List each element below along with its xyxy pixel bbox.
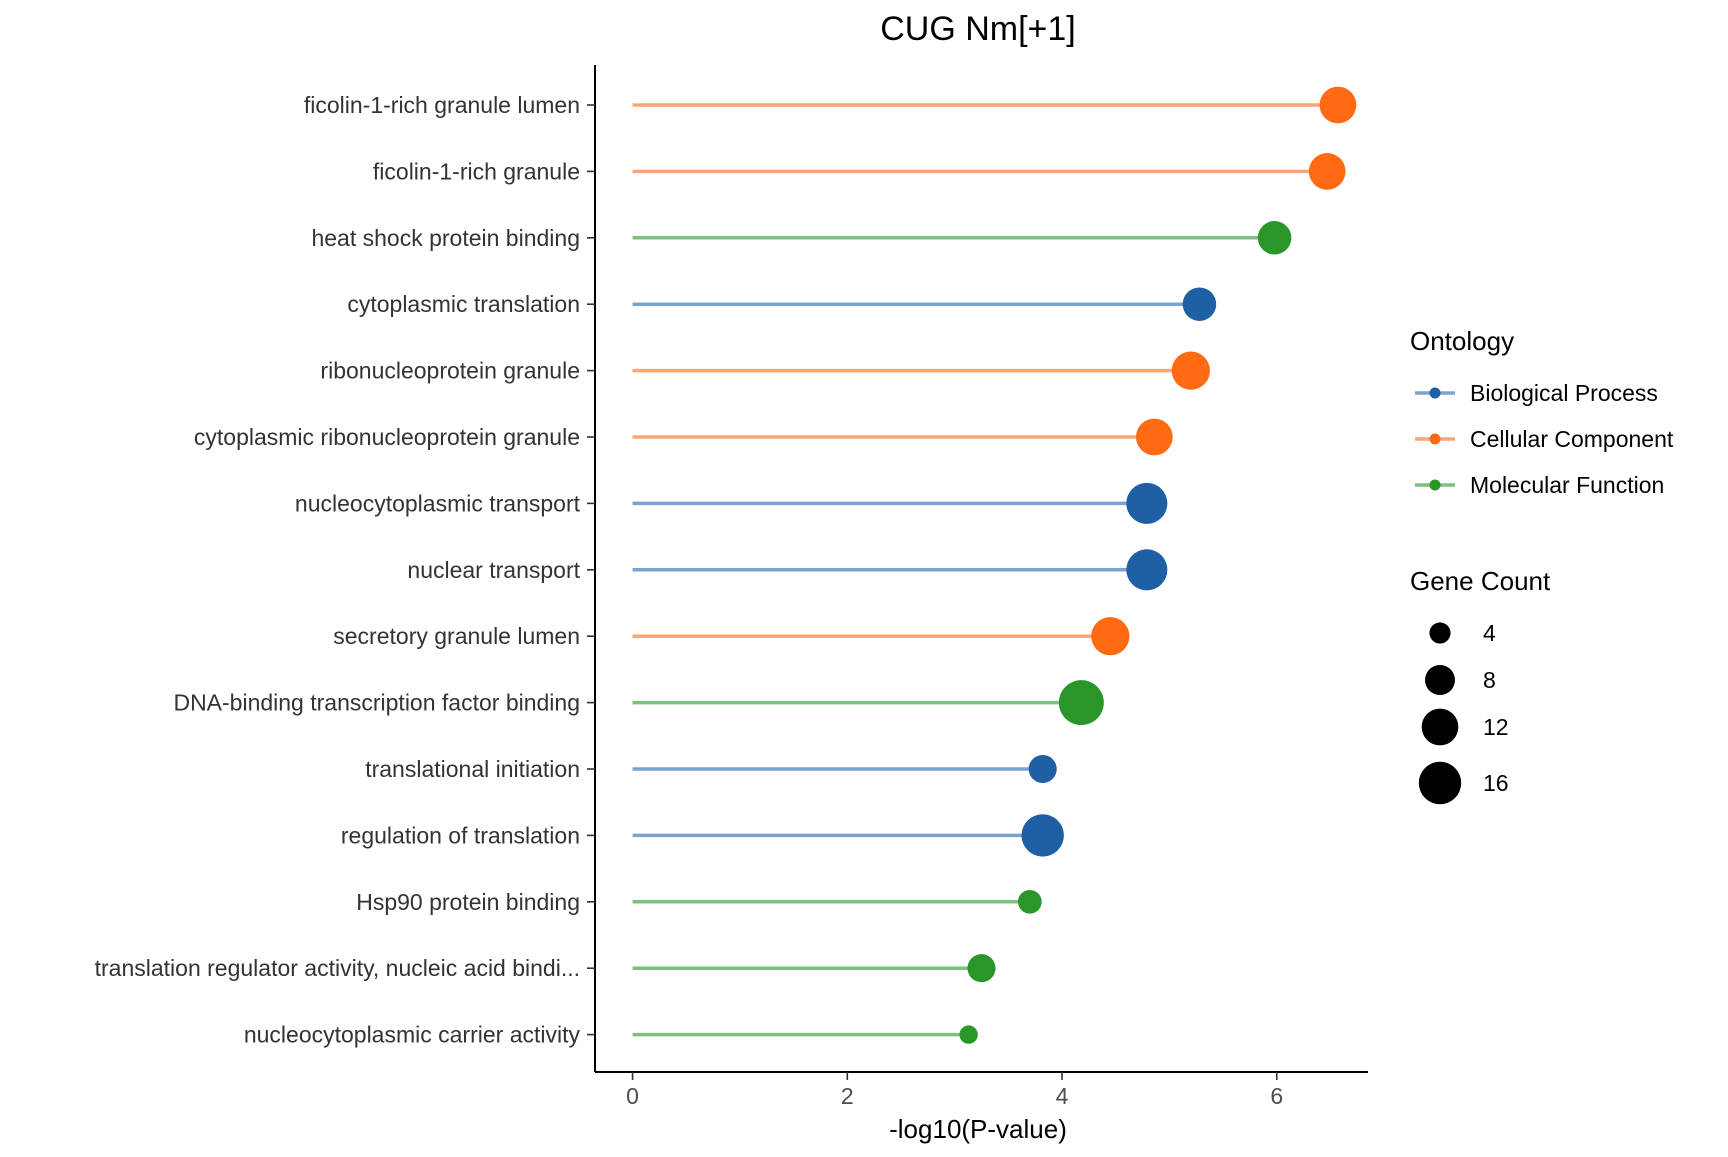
y-category-label: ficolin-1-rich granule xyxy=(373,158,580,184)
lollipop-point xyxy=(1257,221,1292,255)
lollipop-point xyxy=(1308,153,1346,190)
legend: Ontology Biological Process Cellular Compo… xyxy=(1410,326,1674,805)
lollipop-point xyxy=(1182,287,1217,321)
lollipop-point xyxy=(1171,351,1210,390)
legend-size-key xyxy=(1421,708,1459,746)
lollipop-point xyxy=(1028,754,1057,784)
lollipop-point xyxy=(1021,814,1064,857)
y-category-label: translational initiation xyxy=(365,756,580,782)
chart-title: CUG Nm[+1] xyxy=(880,10,1076,48)
legend-key-point xyxy=(1429,387,1441,399)
legend-size-key xyxy=(1418,761,1462,805)
lollipop-point xyxy=(967,954,996,983)
y-category-label: translation regulator activity, nucleic … xyxy=(95,955,580,981)
lollipop-point xyxy=(959,1025,978,1044)
legend-title-gene-count: Gene Count xyxy=(1410,566,1551,596)
legend-key-point xyxy=(1429,479,1441,491)
legend-size-key xyxy=(1429,622,1451,644)
y-category-label: Hsp90 protein binding xyxy=(356,889,580,915)
y-category-label: regulation of translation xyxy=(341,822,580,848)
y-category-label: ribonucleoprotein granule xyxy=(320,358,580,384)
legend-label: 4 xyxy=(1483,620,1496,646)
legend-label: Cellular Component xyxy=(1470,426,1674,452)
lollipop-point xyxy=(1017,889,1042,914)
y-category-label: secretory granule lumen xyxy=(333,623,580,649)
lollipop-point xyxy=(1135,418,1173,456)
legend-key-point xyxy=(1429,433,1441,445)
lollipop-point xyxy=(1126,482,1168,524)
y-category-label: nucleocytoplasmic transport xyxy=(295,490,581,516)
lollipop-point xyxy=(1058,680,1104,726)
x-tick-label: 0 xyxy=(626,1083,639,1109)
y-category-label: heat shock protein binding xyxy=(311,225,580,251)
y-category-label: ficolin-1-rich granule lumen xyxy=(304,92,580,118)
y-category-label: DNA-binding transcription factor binding xyxy=(173,690,580,716)
y-category-label: nucleocytoplasmic carrier activity xyxy=(244,1022,581,1048)
lollipop-point xyxy=(1126,549,1168,591)
x-tick-label: 2 xyxy=(841,1083,854,1109)
x-tick-label: 6 xyxy=(1270,1083,1283,1109)
y-category-label: nuclear transport xyxy=(407,557,580,583)
x-axis-title: -log10(P-value) xyxy=(889,1114,1067,1144)
lollipop-point xyxy=(1091,617,1130,656)
legend-label: 12 xyxy=(1483,714,1509,740)
y-category-label: cytoplasmic translation xyxy=(347,291,580,317)
x-tick-label: 4 xyxy=(1056,1083,1069,1109)
plot-area: 0 2 4 6 ficolin-1-rich granule lumen ficolin-… xyxy=(95,65,1368,1109)
legend-label: 8 xyxy=(1483,667,1496,693)
y-category-label: cytoplasmic ribonucleoprotein granule xyxy=(194,424,580,450)
lollipop-point xyxy=(1319,86,1357,124)
legend-size-key xyxy=(1425,665,1455,695)
legend-label: 16 xyxy=(1483,770,1509,796)
legend-label: Biological Process xyxy=(1470,380,1658,406)
legend-label: Molecular Function xyxy=(1470,472,1664,498)
legend-title-ontology: Ontology xyxy=(1410,326,1514,356)
